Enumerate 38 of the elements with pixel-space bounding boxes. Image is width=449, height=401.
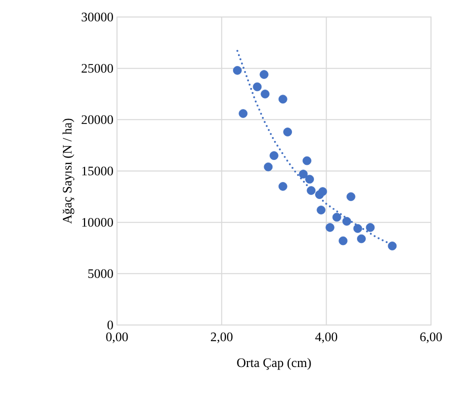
- point: [252, 82, 262, 92]
- y-tick-label: 25000: [82, 64, 113, 73]
- point: [270, 151, 278, 160]
- point: [264, 162, 273, 172]
- point: [316, 206, 326, 214]
- point: [305, 174, 314, 184]
- point: [260, 70, 268, 79]
- y-tick-label: 20000: [82, 115, 113, 124]
- point: [353, 224, 362, 233]
- y-tick-label: 5000: [88, 269, 113, 278]
- x-tick-label: 0,00: [106, 332, 128, 344]
- y-tick-label: 15000: [82, 166, 113, 176]
- point: [338, 236, 348, 246]
- x-tick-label: 6,00: [420, 332, 442, 344]
- point: [388, 242, 397, 250]
- point: [283, 128, 292, 136]
- point: [318, 187, 328, 196]
- x-tick-label: 4,00: [315, 332, 338, 344]
- point: [298, 170, 308, 178]
- y-axis-title: Ağaç Sayısı (N / ha): [62, 118, 74, 224]
- point: [306, 186, 316, 195]
- point: [302, 156, 312, 166]
- y-tick-label: 10000: [82, 218, 113, 227]
- point: [346, 192, 356, 202]
- point: [357, 234, 366, 244]
- point: [260, 90, 270, 98]
- y-tick-label: 0: [108, 320, 113, 330]
- x-tick-label: 2,00: [210, 332, 233, 344]
- point: [342, 216, 352, 226]
- point: [326, 223, 334, 232]
- y-tick-label: 30000: [82, 12, 113, 22]
- point: [232, 66, 242, 75]
- point: [332, 212, 342, 222]
- point: [366, 223, 375, 232]
- point: [278, 182, 288, 191]
- point: [238, 109, 248, 118]
- point: [278, 94, 288, 104]
- x-axis-title: Orta Çap (cm): [237, 358, 311, 370]
